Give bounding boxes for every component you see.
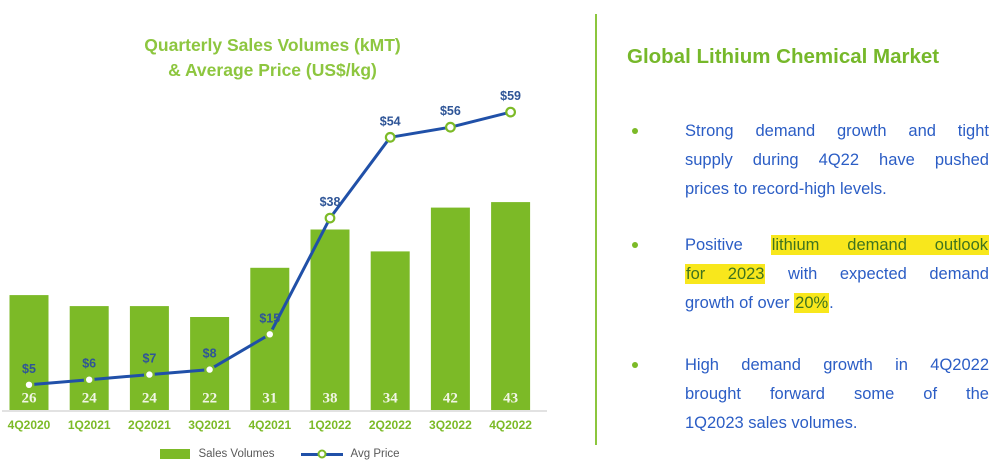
bullet-text-2: Positive lithium demand outlook for 2023 … (685, 231, 990, 318)
bullet-item-3: High demand growth in 4Q2022 brought forw… (627, 351, 989, 438)
text-panel: Global Lithium Chemical Market Strong de… (627, 0, 990, 466)
chart-title: Quarterly Sales Volumes (kMT) & Average … (0, 33, 545, 83)
price-label-4Q2020: $5 (22, 362, 36, 376)
bar-value-label-4Q2020: 26 (22, 391, 38, 407)
highlighted-text: 20% (794, 293, 830, 313)
price-marker-1Q2021 (83, 374, 95, 386)
legend-price-label: Avg Price (350, 448, 400, 460)
panel-divider (595, 14, 597, 445)
price-marker-2Q2021 (143, 369, 155, 381)
x-axis-label-4Q2020: 4Q2020 (8, 418, 51, 432)
bullet-dot-icon (632, 242, 638, 248)
price-marker-4Q2020 (23, 379, 35, 391)
text-segment: . (829, 294, 834, 312)
x-axis-label-4Q2022: 4Q2022 (489, 418, 532, 432)
bar-value-label-3Q2021: 22 (202, 391, 217, 407)
bullet-line: for 2023 with expected demand (685, 260, 989, 289)
bar-value-label-4Q2022: 43 (503, 391, 518, 407)
chart-legend: Sales Volumes Avg Price (0, 444, 560, 464)
price-marker-4Q2022 (505, 106, 517, 118)
price-label-1Q2022: $38 (320, 195, 341, 209)
price-marker-2Q2022 (384, 131, 396, 143)
price-label-4Q2022: $59 (500, 89, 521, 103)
bullet-dot-icon (632, 362, 638, 368)
text-segment: growth of over (685, 294, 795, 312)
text-segment: Strong demand growth and tight (685, 122, 989, 140)
x-axis-label-3Q2021: 3Q2021 (188, 418, 231, 432)
bar-1Q2021 (69, 306, 109, 410)
bullet-line: Strong demand growth and tight (685, 117, 989, 146)
bullet-dot-icon (632, 128, 638, 134)
bullet-text-3: High demand growth in 4Q2022 brought forw… (685, 351, 989, 438)
bar-value-label-1Q2021: 24 (82, 391, 98, 407)
text-segment: High demand growth in 4Q2022 (685, 356, 989, 374)
chart-panel: 26 4Q2020 24 1Q2021 24 2Q2021 22 3Q2021 31 4Q2021… (0, 33, 560, 464)
legend-sales-swatch-icon (160, 449, 191, 459)
bar-value-label-2Q2021: 24 (142, 391, 158, 407)
highlighted-text: for 2023 (685, 264, 766, 284)
bullet-line: prices to record-high levels. (685, 175, 989, 204)
combo-chart: 26 4Q2020 24 1Q2021 24 2Q2021 22 3Q2021 31 4Q2021… (2, 89, 547, 432)
bullet-line: 1Q2023 sales volumes. (685, 409, 989, 438)
text-segment: with expected demand (765, 265, 989, 283)
price-marker-4Q2021 (264, 328, 276, 340)
text-segment: brought forward some of the (685, 385, 989, 403)
x-axis-label-4Q2021: 4Q2021 (248, 418, 291, 432)
panel-heading: Global Lithium Chemical Market (627, 45, 940, 68)
bullet-line: supply during 4Q22 have pushed (685, 146, 989, 175)
text-segment: Positive (685, 236, 771, 254)
bar-2Q2022 (370, 251, 410, 410)
legend-price-marker-icon (317, 449, 327, 459)
x-axis-label-1Q2021: 1Q2021 (68, 418, 111, 432)
price-label-2Q2022: $54 (380, 114, 401, 128)
bullet-list: Strong demand growth and tight supply dur… (627, 117, 990, 438)
bullet-line: brought forward some of the (685, 380, 989, 409)
x-axis-label-2Q2021: 2Q2021 (128, 418, 171, 432)
bullet-line: growth of over 20%. (685, 289, 989, 318)
bullet-item-2: Positive lithium demand outlook for 2023 … (627, 231, 990, 318)
price-label-3Q2021: $8 (203, 347, 217, 361)
chart-title-line1: Quarterly Sales Volumes (kMT) (144, 35, 401, 55)
price-marker-1Q2022 (324, 212, 336, 224)
bar-1Q2022 (310, 229, 350, 410)
text-segment: prices to record-high levels. (685, 180, 887, 198)
bar-3Q2022 (430, 207, 470, 410)
price-label-3Q2022: $56 (440, 104, 461, 118)
text-segment: supply during 4Q22 have pushed (685, 151, 989, 169)
bar-value-label-2Q2022: 34 (383, 391, 399, 407)
price-label-1Q2021: $6 (82, 357, 96, 371)
bullet-line: Positive lithium demand outlook (685, 231, 990, 260)
price-marker-3Q2022 (445, 121, 456, 133)
highlighted-text: lithium demand outlook (770, 235, 990, 255)
price-label-2Q2021: $7 (142, 352, 156, 366)
x-axis-label-2Q2022: 2Q2022 (369, 418, 412, 432)
legend-sales-label: Sales Volumes (198, 448, 275, 460)
legend-price-line-icon (300, 449, 343, 459)
bar-value-label-4Q2021: 31 (262, 391, 277, 407)
bar-4Q2020 (9, 295, 49, 410)
bar-value-label-1Q2022: 38 (323, 391, 338, 407)
price-label-4Q2021: $15 (259, 311, 280, 325)
x-axis-label-3Q2022: 3Q2022 (429, 418, 472, 432)
price-marker-3Q2021 (204, 364, 216, 376)
chart-title-line2: & Average Price (US$/kg) (168, 60, 377, 80)
text-segment: 1Q2023 sales volumes. (685, 414, 858, 432)
bar-2Q2021 (129, 306, 169, 410)
bullet-line: High demand growth in 4Q2022 (685, 351, 989, 380)
bullet-item-1: Strong demand growth and tight supply dur… (627, 117, 989, 204)
x-axis-label-1Q2022: 1Q2022 (309, 418, 352, 432)
bullet-text-1: Strong demand growth and tight supply dur… (685, 117, 989, 204)
bar-4Q2022 (491, 202, 531, 410)
bar-value-label-3Q2022: 42 (443, 391, 458, 407)
